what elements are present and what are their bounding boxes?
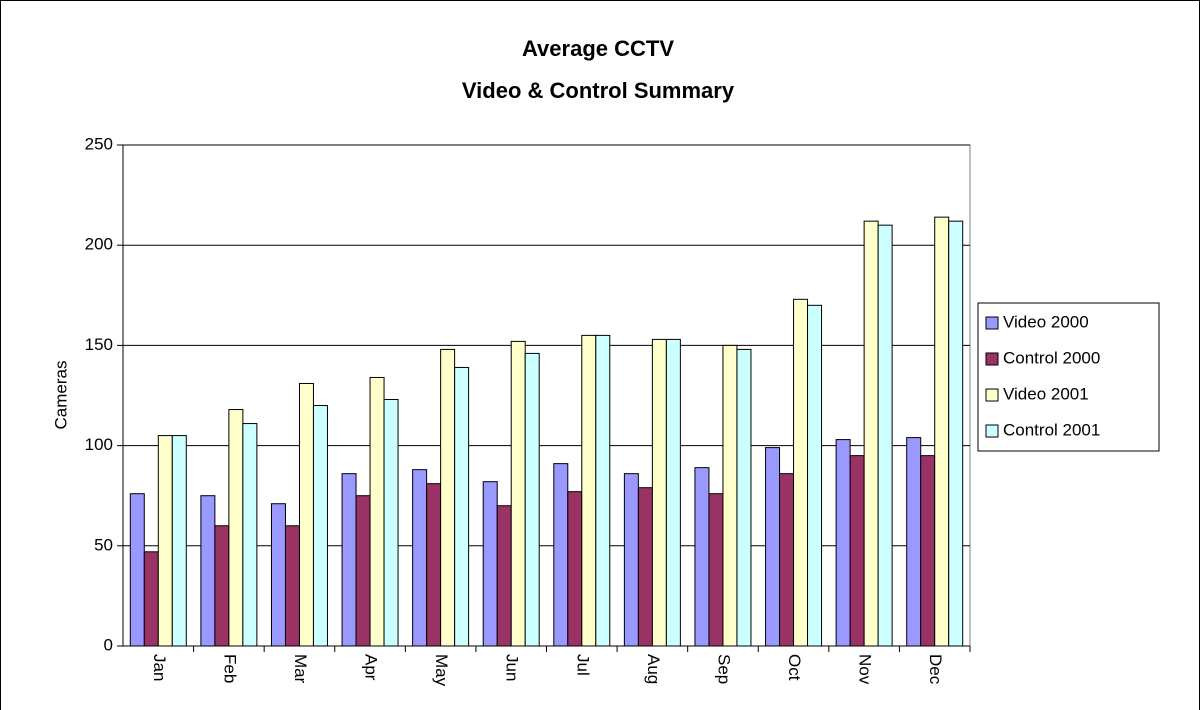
bar: [736, 348, 752, 647]
legend-label: Video 2000: [1003, 312, 1089, 331]
bar: [157, 435, 173, 647]
legend-swatch: [985, 316, 999, 330]
bar: [383, 399, 399, 647]
bar: [129, 493, 145, 647]
bar: [807, 304, 823, 647]
bar: [722, 344, 738, 647]
x-tick-label: Aug: [644, 654, 663, 684]
bar: [567, 491, 583, 647]
y-tick-label: 200: [85, 235, 113, 254]
bar: [708, 493, 724, 647]
legend-box: [977, 302, 1160, 452]
bar: [651, 338, 667, 647]
bar: [665, 338, 681, 647]
bar: [284, 525, 300, 647]
bar: [298, 382, 314, 647]
bar: [510, 340, 526, 647]
x-tick-label: Sep: [714, 654, 733, 684]
bar: [793, 298, 809, 647]
bar: [948, 220, 964, 647]
x-tick-label: Dec: [926, 654, 945, 685]
y-tick-label: 150: [85, 335, 113, 354]
chart-title: Average CCTV: [522, 36, 674, 61]
bar: [426, 483, 442, 647]
bar: [849, 455, 865, 647]
x-tick-label: Feb: [220, 654, 239, 683]
bar: [524, 352, 540, 647]
bar: [637, 487, 653, 647]
legend-swatch: [985, 352, 999, 366]
bar: [934, 216, 950, 647]
y-axis-label: Cameras: [51, 361, 70, 430]
bar: [355, 495, 371, 647]
x-tick-label: Nov: [856, 654, 875, 685]
bar: [779, 473, 795, 647]
bar: [270, 503, 286, 647]
bar: [694, 467, 710, 647]
x-tick-label: Mar: [291, 654, 310, 684]
bar: [623, 473, 639, 647]
bar: [765, 447, 781, 647]
bar: [863, 220, 879, 647]
legend-swatch: [985, 388, 999, 402]
x-tick-label: Jan: [150, 654, 169, 681]
bar: [920, 455, 936, 647]
bar: [242, 423, 258, 647]
bar: [228, 409, 244, 647]
bar: [440, 348, 456, 647]
bar: [341, 473, 357, 647]
legend-label: Video 2001: [1003, 384, 1089, 403]
bar: [553, 463, 569, 647]
bar: [906, 437, 922, 647]
x-tick-label: Apr: [362, 654, 381, 681]
bar: [454, 366, 470, 647]
bar: [412, 469, 428, 647]
x-tick-label: Jul: [573, 654, 592, 676]
bar: [482, 481, 498, 647]
legend-label: Control 2000: [1003, 348, 1100, 367]
y-tick-label: 100: [85, 435, 113, 454]
y-tick-label: 250: [85, 134, 113, 153]
x-tick-label: May: [432, 654, 451, 687]
x-tick-label: Jun: [503, 654, 522, 681]
bar: [312, 405, 328, 647]
legend-label: Control 2001: [1003, 420, 1100, 439]
bar: [200, 495, 216, 647]
bar: [835, 439, 851, 647]
chart-subtitle: Video & Control Summary: [462, 78, 735, 103]
bar: [581, 334, 597, 647]
legend-swatch: [985, 424, 999, 438]
x-tick-label: Oct: [785, 654, 804, 681]
plot-area: [122, 144, 971, 647]
bar: [877, 224, 893, 647]
y-tick-label: 0: [104, 635, 113, 654]
y-tick-label: 50: [94, 535, 113, 554]
bar: [143, 551, 159, 647]
bar: [595, 334, 611, 647]
bar: [496, 505, 512, 647]
bar: [369, 376, 385, 647]
bar: [214, 525, 230, 647]
bar: [171, 435, 187, 647]
